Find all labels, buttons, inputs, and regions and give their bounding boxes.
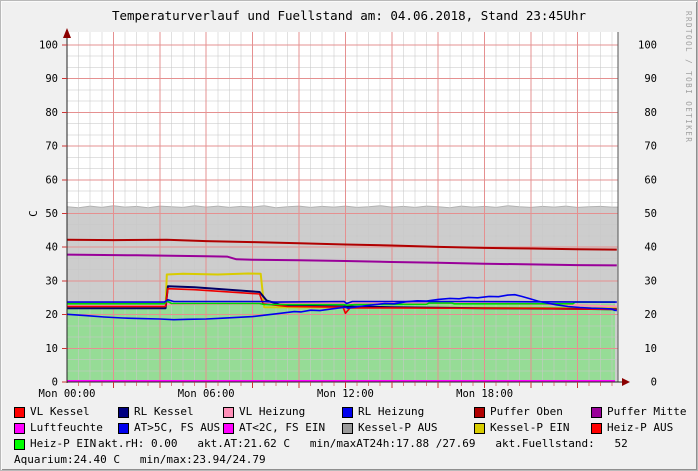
legend-label: AT>5C, FS AUS: [134, 421, 221, 434]
gridlines: [67, 32, 618, 382]
y-tick-label-right: 10: [644, 343, 657, 355]
y-tick-label-right: 30: [644, 275, 657, 287]
legend-label: Kessel-P AUS: [358, 421, 438, 434]
legend-item-at-5c-fs-aus: AT>5C, FS AUS: [118, 422, 220, 434]
legend-item-heiz-p-aus: Heiz-P AUS: [591, 422, 673, 434]
y-tick-label-right: 50: [644, 208, 657, 220]
legend-swatch-vl-heizung: [223, 406, 234, 418]
legend-label: Kessel-P EIN: [490, 421, 570, 434]
chart-canvas: 0 0 10 10 20 20 30 30 40 40 50 50 60 60 70 70 80 80 90 90 10…: [27, 11, 693, 400]
series-heiz-p-ein-linie: [67, 299, 615, 307]
legend-label: Luftfeuchte: [30, 421, 103, 434]
legend-label: AT<2C, FS EIN: [239, 421, 326, 434]
y-tick-label-left: 40: [45, 242, 58, 254]
axis-ticks: [62, 44, 613, 388]
legend-swatch-vl-kessel: [14, 406, 25, 418]
legend-item-puffer-mitte: Puffer Mitte: [591, 406, 686, 418]
x-tick-label: Mon 00:00: [39, 388, 96, 400]
legend-item-luftfeuchte: Luftfeuchte: [14, 422, 103, 434]
y-tick-label-left: 70: [45, 141, 58, 153]
y-tick-label-right: 40: [644, 242, 657, 254]
legend-swatch-luftfeuchte: [14, 422, 25, 434]
y-tick-label-left: 30: [45, 275, 58, 287]
y-tick-label-right: 60: [644, 174, 657, 186]
legend-item-vl-heizung: VL Heizung: [223, 406, 305, 418]
legend-swatch-at-5c-fs-aus: [118, 422, 129, 434]
y-tick-label-left: 80: [45, 107, 58, 119]
legend-label: VL Kessel: [30, 405, 90, 418]
legend-item-kessel-p-ein: Kessel-P EIN: [474, 422, 569, 434]
x-tick-label: Mon 18:00: [456, 388, 513, 400]
x-tick-label: Mon 06:00: [178, 388, 235, 400]
legend-item-at-2c-fs-ein: AT<2C, FS EIN: [223, 422, 325, 434]
y-tick-label-right: 90: [644, 73, 657, 85]
aquarium-line: Aquarium:24.40 C min/max:23.94/24.79: [14, 453, 266, 466]
series-rl-heizung: [67, 298, 617, 305]
series-at-aussentemperatur: [66, 293, 617, 321]
y-tick-label-left: 90: [45, 73, 58, 85]
y-tick-label-left: 20: [45, 309, 58, 321]
y-axis-title: C: [27, 210, 40, 217]
legend-item-vl-kessel: VL Kessel: [14, 406, 90, 418]
legend-swatch-heiz-p-aus: [591, 422, 602, 434]
area-1: [67, 300, 615, 382]
legend-swatch-heiz-p-ein: [14, 438, 25, 450]
stats-line: akt.rH: 0.00 akt.AT:21.62 C min/maxAT24h…: [98, 437, 628, 450]
y-tick-label-right: 100: [638, 40, 657, 52]
chart-legend: VL Kessel RL Kessel VL Heizung RL Heizung Pu…: [1, 404, 697, 470]
y-tick-label-left: 60: [45, 174, 58, 186]
legend-item-rl-heizung: RL Heizung: [342, 406, 424, 418]
y-tick-label-left: 50: [45, 208, 58, 220]
legend-label: Heiz-P EIN: [30, 437, 97, 450]
legend-label: VL Heizung: [239, 405, 306, 418]
y-tick-label-right: 80: [644, 107, 657, 119]
rrdtool-watermark: RRDTOOL / TOBI OETIKER: [684, 11, 693, 143]
legend-item-heiz-p-ein: Heiz-P EIN: [14, 438, 96, 450]
legend-swatch-kessel-p-aus: [342, 422, 353, 434]
series-puffer-mitte: [66, 253, 617, 267]
legend-swatch-kessel-p-ein: [474, 422, 485, 434]
y-tick-label-right: 0: [651, 377, 657, 389]
legend-item-kessel-p-aus: Kessel-P AUS: [342, 422, 437, 434]
legend-item-rl-kessel: RL Kessel: [118, 406, 194, 418]
y-tick-label-right: 20: [644, 309, 657, 321]
y-tick-label-left: 100: [39, 40, 58, 52]
legend-label: Puffer Mitte: [607, 405, 687, 418]
chart-title: Temperaturverlauf und Fuellstand am: 04.…: [111, 8, 587, 23]
legend-swatch-puffer-mitte: [591, 406, 602, 418]
legend-item-puffer-oben: Puffer Oben: [474, 406, 563, 418]
x-axis-arrow: [622, 378, 630, 386]
legend-swatch-rl-kessel: [118, 406, 129, 418]
y-axis-arrow: [63, 28, 71, 38]
y-tick-label-right: 70: [644, 141, 657, 153]
y-tick-label-left: 10: [45, 343, 58, 355]
y-tick-label-left: 0: [52, 377, 58, 389]
x-tick-label: Mon 12:00: [317, 388, 374, 400]
legend-swatch-puffer-oben: [474, 406, 485, 418]
legend-label: Puffer Oben: [490, 405, 563, 418]
series-puffer-oben: [66, 238, 617, 251]
legend-label: RL Heizung: [358, 405, 425, 418]
legend-swatch-rl-heizung: [342, 406, 353, 418]
legend-swatch-at-2c-fs-ein: [223, 422, 234, 434]
axis-labels: 0 0 10 10 20 20 30 30 40 40 50 50 60 60 70 70 80 80 90 90 10…: [27, 11, 693, 400]
series-vl-kessel: [67, 287, 617, 315]
legend-label: Heiz-P AUS: [607, 421, 674, 434]
legend-label: RL Kessel: [134, 405, 194, 418]
